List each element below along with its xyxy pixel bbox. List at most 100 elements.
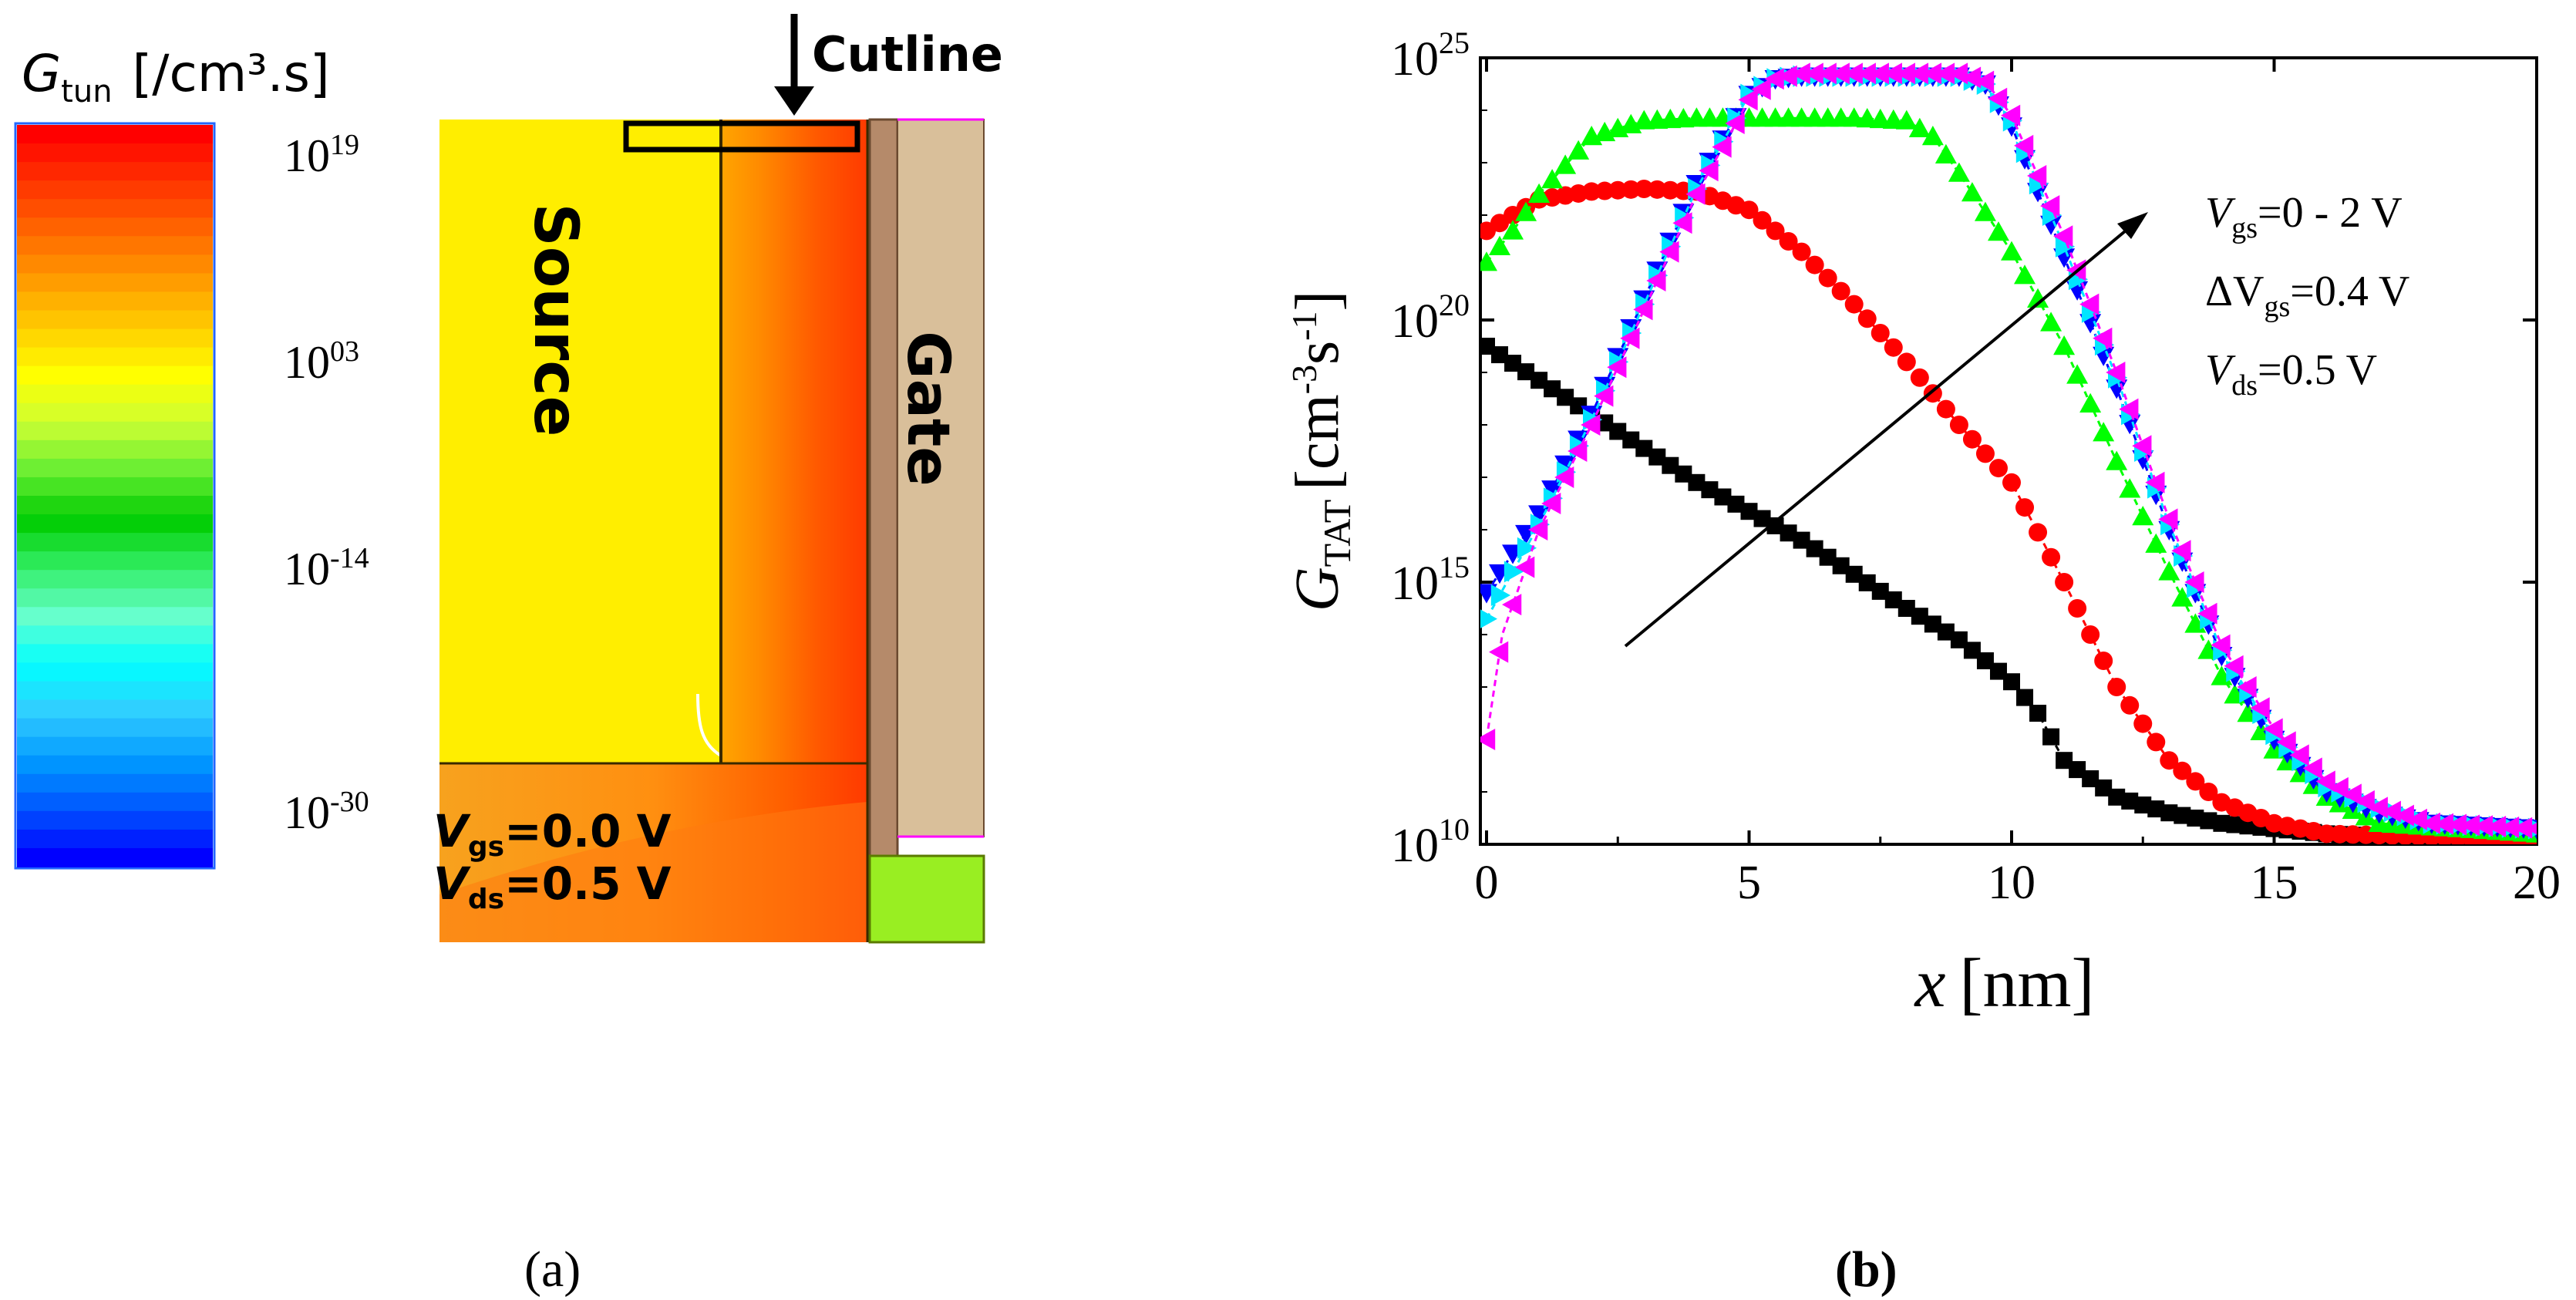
data-point (1567, 440, 1588, 462)
data-point (1895, 62, 1915, 85)
data-point (2187, 810, 2204, 827)
data-point (2040, 195, 2060, 217)
device-cross-section: Cutline Source Gate Vgs=0.0 V Vds=0.5 V (433, 14, 1003, 944)
data-point (2132, 506, 2154, 526)
colorbar-band (17, 310, 213, 330)
data-point (2093, 422, 2115, 442)
y-tick-label: 1020 (1391, 288, 1470, 348)
data-point (1489, 641, 1509, 663)
colorbar-band (17, 551, 213, 571)
data-point (1517, 363, 1535, 381)
data-point (2082, 770, 2100, 787)
data-point (1897, 600, 1915, 617)
data-point (2199, 783, 2218, 801)
data-point (1622, 431, 1640, 449)
data-point (1843, 62, 1863, 85)
vgs-label: Vgs=0.0 V (433, 805, 672, 863)
data-point (2015, 498, 2035, 517)
data-point (1858, 574, 1876, 591)
data-point (1725, 113, 1745, 134)
data-point (1701, 481, 1719, 499)
data-point (2174, 807, 2191, 824)
data-point (2055, 235, 2076, 258)
data-point (1844, 295, 1864, 314)
data-point (2315, 770, 2335, 793)
data-point (1502, 594, 1522, 616)
data-point (1528, 505, 1551, 525)
data-point (1554, 154, 1577, 174)
data-point (1974, 201, 1996, 221)
x-tick-label: 15 (2251, 857, 2298, 909)
data-point (2250, 697, 2270, 719)
data-point (1779, 232, 1798, 251)
data-point (2368, 797, 2388, 819)
data-point (1504, 355, 1522, 372)
data-point (2106, 450, 2128, 470)
colorbar-band (17, 514, 213, 534)
series-triangle-left (1480, 62, 2537, 839)
colorbar-band (17, 773, 213, 793)
data-point (1948, 162, 1970, 182)
colorbar-band (17, 125, 213, 145)
data-point (1504, 561, 1524, 583)
panel-b-label: (b) (1835, 1241, 1897, 1298)
data-point (1661, 180, 1680, 200)
data-point (2014, 264, 2036, 285)
data-point (2147, 733, 2166, 752)
data-point (1581, 414, 1601, 436)
gate-label: Gate (894, 331, 963, 487)
colorbar-band (17, 328, 213, 349)
data-point (1621, 180, 1641, 199)
data-point (1609, 423, 1627, 440)
data-point (1675, 465, 1692, 483)
annotation-vgs-range: Vgs=0 - 2 V (2205, 189, 2403, 244)
data-point (1818, 268, 1837, 288)
data-point (1817, 62, 1837, 85)
data-point (1659, 241, 1679, 263)
data-point (2486, 816, 2507, 838)
data-point (2120, 695, 2140, 715)
colorbar-band (17, 384, 213, 404)
data-point (1648, 180, 1667, 199)
data-point (1974, 70, 1995, 93)
data-point (2317, 824, 2336, 844)
data-point (2055, 573, 2074, 591)
data-point (1620, 327, 1640, 349)
data-point (1831, 281, 1850, 301)
data-point (1541, 493, 1561, 514)
data-point (2200, 812, 2217, 830)
colorbar-band (17, 273, 213, 293)
colorbar-band (17, 421, 213, 441)
colorbar-band (17, 792, 213, 812)
data-point (2526, 822, 2537, 835)
colorbar-band (17, 718, 213, 738)
data-point (1961, 66, 1982, 89)
data-point (1570, 397, 1588, 415)
data-point (1582, 182, 1601, 201)
data-point (2237, 676, 2257, 698)
data-point (2042, 547, 2061, 567)
data-point (1806, 540, 1823, 557)
data-point (2107, 678, 2126, 696)
data-point (2106, 362, 2126, 383)
data-point (1921, 62, 1942, 85)
source-label: Source (520, 204, 590, 437)
data-point (1805, 255, 1824, 274)
data-point (1845, 565, 1863, 583)
data-point (1528, 519, 1548, 541)
data-point (1662, 456, 1679, 474)
data-point (1515, 201, 1537, 221)
data-point (2108, 788, 2126, 806)
data-point (2173, 761, 2192, 780)
x-axis-label: x [nm] (1914, 945, 2095, 1022)
data-point (1793, 531, 1810, 549)
y-tick-label: 1010 (1391, 812, 1470, 872)
data-point (1635, 440, 1653, 457)
data-point (2158, 508, 2178, 530)
data-point (1897, 352, 1916, 372)
data-point (1753, 510, 1771, 527)
data-point (2068, 599, 2087, 618)
data-point (1740, 503, 1758, 520)
